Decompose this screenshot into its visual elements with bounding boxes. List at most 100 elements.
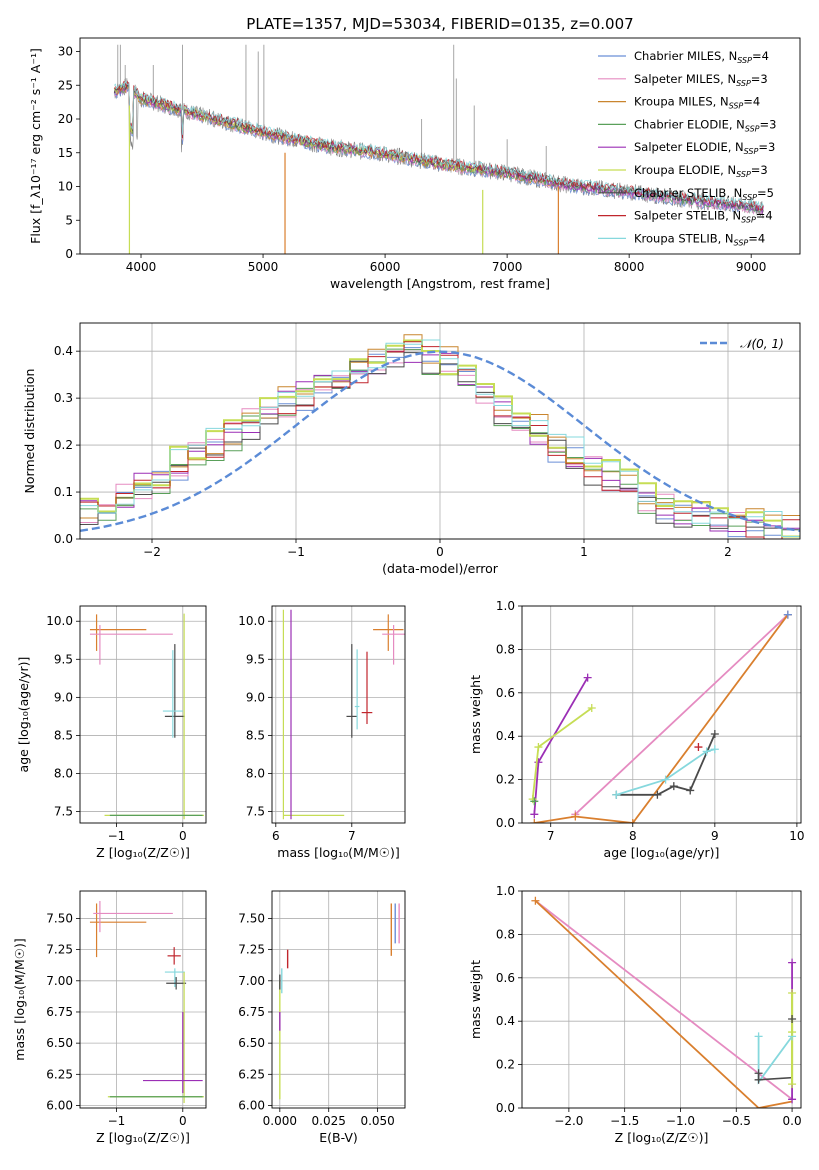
y-tick-label: 10.0 <box>238 614 265 628</box>
y-tick-label: 7.5 <box>246 805 265 819</box>
x-tick-label: 0 <box>436 545 444 559</box>
x-tick-label: 2 <box>724 545 732 559</box>
data-point <box>788 1015 797 1024</box>
x-tick-label: 0.0 <box>783 1114 802 1128</box>
y-tick-label: 0.2 <box>496 1058 515 1072</box>
y-tick-label: 8.5 <box>54 728 73 742</box>
y-tick-label: 7.00 <box>46 974 73 988</box>
axes-frame <box>79 890 207 1109</box>
x-tick-label: 6000 <box>370 260 401 274</box>
data-point <box>710 745 719 754</box>
x-tick-label: 8 <box>629 829 637 843</box>
data-point <box>587 703 596 712</box>
y-tick-label: 6.25 <box>238 1067 265 1081</box>
y-tick-label: 0.2 <box>54 438 73 452</box>
x-axis-label: Z [log₁₀(Z/Z☉)] <box>615 1130 709 1145</box>
x-tick-label: −1 <box>108 829 126 843</box>
x-tick-label: 7000 <box>492 260 523 274</box>
legend-entry: Chabrier STELIB, NSSP=5 <box>634 186 774 202</box>
y-tick-label: 30 <box>58 45 73 59</box>
data-point <box>612 790 621 799</box>
legend-entry: Kroupa ELODIE, NSSP=3 <box>634 163 768 179</box>
panel-weight-vs-age: 7 8 9 10 0.0 0.2 0.4 0.6 0.8 1.0 age [log₁₀(age/yr… <box>468 599 805 860</box>
legend-entry: Salpeter STELIB, NSSP=4 <box>634 209 773 225</box>
x-tick-label: −2.0 <box>554 1114 583 1128</box>
data-point <box>754 1075 763 1084</box>
x-axis-label: wavelength [Angstrom, rest frame] <box>330 276 550 291</box>
y-tick-label: 0.0 <box>496 816 515 830</box>
legend-entry: Salpeter ELODIE, NSSP=3 <box>634 140 775 156</box>
y-tick-label: 0.4 <box>54 344 73 358</box>
y-tick-label: 9.5 <box>54 652 73 666</box>
x-tick-label: 6 <box>272 829 280 843</box>
weight-line <box>616 733 716 796</box>
data-point <box>661 775 670 784</box>
legend-entry: Kroupa STELIB, NSSP=4 <box>634 231 765 247</box>
y-tick-label: 7.50 <box>238 911 265 925</box>
x-tick-label: 0 <box>179 1114 187 1128</box>
data-point <box>530 819 539 823</box>
data-point <box>788 1080 797 1089</box>
x-tick-label: −1 <box>108 1114 126 1128</box>
data-point <box>754 1032 763 1041</box>
y-tick-label: 7.25 <box>46 943 73 957</box>
data-point <box>534 743 543 752</box>
x-tick-label: 0 <box>179 829 187 843</box>
x-tick-label: 4000 <box>126 260 157 274</box>
model-spectrum <box>114 84 764 215</box>
x-tick-label: 7 <box>547 829 555 843</box>
x-tick-label: 1 <box>580 545 588 559</box>
y-tick-label: 25 <box>58 78 73 92</box>
panel-age-vs-mass: 6 7 7.5 8.0 8.5 9.0 9.5 10.0 mass [log₁₀(M/M☉)] <box>238 605 406 860</box>
y-axis-label: Normed distribution <box>22 369 37 494</box>
weight-line <box>757 1019 793 1081</box>
y-tick-label: 6.00 <box>46 1099 73 1113</box>
panel-spectrum: 4000 5000 6000 7000 8000 9000 0 5 10 15 20 25 30 wave… <box>28 37 801 291</box>
y-tick-label: 20 <box>58 112 73 126</box>
y-tick-label: 0.1 <box>54 485 73 499</box>
y-tick-label: 8.0 <box>246 767 265 781</box>
y-tick-label: 5 <box>65 213 73 227</box>
x-axis-label: E(B-V) <box>319 1130 358 1145</box>
x-axis-label: (data-model)/error <box>382 561 499 576</box>
y-tick-label: 7.50 <box>46 911 73 925</box>
panel-weight-vs-z: −2.0 −1.5 −1.0 −0.5 0.0 0.0 0.2 0.4 0.6 0.8 1.0 Z [… <box>468 884 802 1145</box>
axes-frame <box>521 890 802 1109</box>
plot-area <box>531 896 797 1108</box>
axes-frame <box>79 605 207 824</box>
axes-frame <box>79 37 801 255</box>
y-axis-label: mass weight <box>468 960 483 1039</box>
y-tick-label: 9.0 <box>246 690 265 704</box>
x-tick-label: 0.025 <box>312 1114 346 1128</box>
y-tick-label: 9.0 <box>54 690 73 704</box>
plot-area <box>279 903 400 1100</box>
weight-line <box>574 614 789 815</box>
axes-frame <box>271 605 406 824</box>
weight-line <box>757 1033 793 1085</box>
y-tick-label: 6.50 <box>46 1036 73 1050</box>
data-point <box>653 790 662 799</box>
data-point <box>788 1095 797 1104</box>
x-axis-label: Z [log₁₀(Z/Z☉)] <box>96 845 190 860</box>
axes-frame <box>79 322 801 540</box>
data-point <box>628 819 637 823</box>
panel-residuals: −2 −1 0 1 2 0.0 0.1 0.2 0.3 0.4 (data-model)/error… <box>22 322 801 576</box>
data-point <box>710 730 719 739</box>
x-tick-label: −1 <box>287 545 305 559</box>
y-tick-label: 0.0 <box>54 532 73 546</box>
y-tick-label: 8.5 <box>246 728 265 742</box>
y-tick-label: 1.0 <box>496 599 515 613</box>
x-tick-label: 0.000 <box>263 1114 297 1128</box>
y-tick-label: 6.00 <box>238 1099 265 1113</box>
panel-mass-vs-z: −1 0 6.00 6.25 6.50 6.75 7.00 7.25 7.50 Z [log₁₀(… <box>12 890 207 1145</box>
y-tick-label: 7.00 <box>238 974 265 988</box>
legend-entry: Chabrier ELODIE, NSSP=3 <box>634 117 776 133</box>
data-point <box>583 673 592 682</box>
data-point <box>783 610 792 619</box>
data-point <box>669 782 678 791</box>
y-tick-label: 7.5 <box>54 805 73 819</box>
plot-area <box>80 334 800 539</box>
y-tick-label: 0 <box>65 247 73 261</box>
plot-area <box>528 610 792 823</box>
y-tick-label: 0.8 <box>496 927 515 941</box>
